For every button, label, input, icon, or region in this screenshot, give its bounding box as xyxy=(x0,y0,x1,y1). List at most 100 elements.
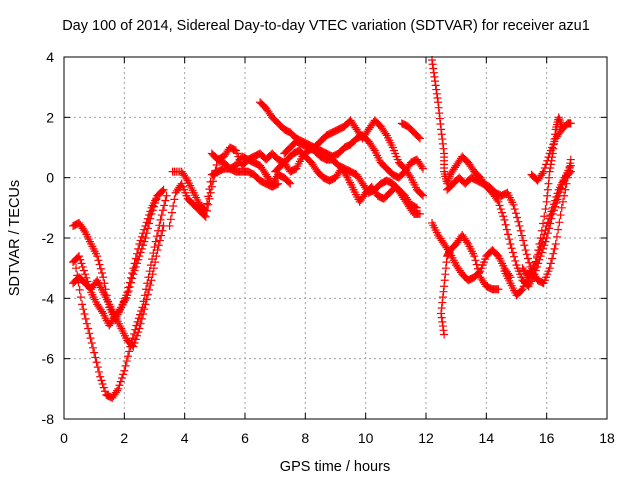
data-point xyxy=(549,249,558,258)
data-point xyxy=(521,246,530,255)
data-point xyxy=(510,252,519,261)
data-point xyxy=(541,205,550,214)
data-point xyxy=(134,314,143,323)
data-point xyxy=(145,267,154,276)
data-point xyxy=(441,270,450,279)
data-point xyxy=(115,381,124,390)
series-track-10 xyxy=(280,137,421,212)
x-tick-label: 18 xyxy=(599,430,615,446)
data-point xyxy=(120,366,129,375)
y-tick-labels: -8 -6 -4 -2 0 2 4 xyxy=(42,49,55,427)
data-point xyxy=(549,144,558,153)
data-point xyxy=(463,238,472,247)
data-point xyxy=(418,191,427,200)
data-point xyxy=(342,171,351,180)
data-point xyxy=(548,203,557,212)
data-point xyxy=(412,203,421,212)
series-track-11 xyxy=(397,119,424,143)
data-point xyxy=(162,191,171,200)
data-point xyxy=(139,297,148,306)
data-point xyxy=(511,256,520,265)
data-point xyxy=(538,169,547,178)
data-point xyxy=(123,288,132,297)
data-point xyxy=(134,244,143,253)
data-point xyxy=(566,119,575,128)
data-point xyxy=(555,115,564,124)
data-point xyxy=(146,207,155,216)
data-point xyxy=(438,139,447,148)
data-point xyxy=(541,226,550,235)
data-point xyxy=(500,215,509,224)
y-tick-label: 2 xyxy=(46,109,54,125)
data-point xyxy=(545,264,554,273)
plot-frame xyxy=(63,56,608,420)
data-point xyxy=(119,370,128,379)
data-point xyxy=(417,190,426,199)
data-point xyxy=(157,211,166,220)
data-point xyxy=(206,177,215,186)
data-point xyxy=(128,268,137,277)
data-point xyxy=(123,352,132,361)
data-points xyxy=(69,56,575,402)
data-point xyxy=(529,265,538,274)
data-point xyxy=(520,241,529,250)
data-point xyxy=(272,180,281,189)
data-point xyxy=(517,286,526,295)
data-point xyxy=(440,330,449,339)
data-point xyxy=(417,162,426,171)
data-point xyxy=(139,241,148,250)
data-point xyxy=(537,226,546,235)
data-point xyxy=(143,214,152,223)
data-point xyxy=(498,208,507,217)
data-point xyxy=(125,347,134,356)
data-point xyxy=(81,270,90,279)
data-point xyxy=(438,135,447,144)
data-point xyxy=(434,103,443,112)
data-point xyxy=(566,155,575,164)
data-point xyxy=(441,264,450,273)
data-point xyxy=(79,226,88,235)
data-point xyxy=(133,249,142,258)
data-point xyxy=(550,244,559,253)
data-point xyxy=(536,234,545,242)
data-point xyxy=(132,321,141,330)
data-point xyxy=(435,114,444,123)
data-point xyxy=(117,373,126,382)
data-point xyxy=(510,205,519,214)
data-point xyxy=(167,208,176,217)
data-point xyxy=(440,276,449,285)
data-point xyxy=(157,231,166,240)
data-point xyxy=(122,357,131,366)
data-point xyxy=(501,220,510,229)
x-axis-label: GPS time / hours xyxy=(280,459,390,475)
data-point xyxy=(154,226,163,235)
x-tick-label: 10 xyxy=(358,430,374,446)
data-point xyxy=(431,81,440,90)
data-point xyxy=(76,255,85,264)
data-point xyxy=(125,278,134,287)
data-point xyxy=(138,303,147,312)
data-point xyxy=(530,264,539,273)
data-point xyxy=(436,119,445,128)
data-point xyxy=(547,207,556,216)
data-point xyxy=(552,192,561,201)
data-point xyxy=(566,167,575,176)
data-point xyxy=(96,372,105,381)
data-point xyxy=(506,240,515,249)
data-point xyxy=(93,252,102,261)
y-tick-label: -2 xyxy=(42,230,55,246)
data-point xyxy=(143,279,152,288)
data-point xyxy=(445,172,454,181)
data-point xyxy=(566,159,575,168)
data-point xyxy=(137,307,146,316)
data-point xyxy=(543,191,552,200)
data-point xyxy=(128,334,137,343)
data-point xyxy=(98,380,107,389)
data-point xyxy=(439,326,448,335)
data-point xyxy=(146,261,155,270)
data-point xyxy=(155,221,164,230)
x-tick-label: 12 xyxy=(418,430,434,446)
data-point xyxy=(542,197,551,206)
data-point xyxy=(547,156,556,165)
